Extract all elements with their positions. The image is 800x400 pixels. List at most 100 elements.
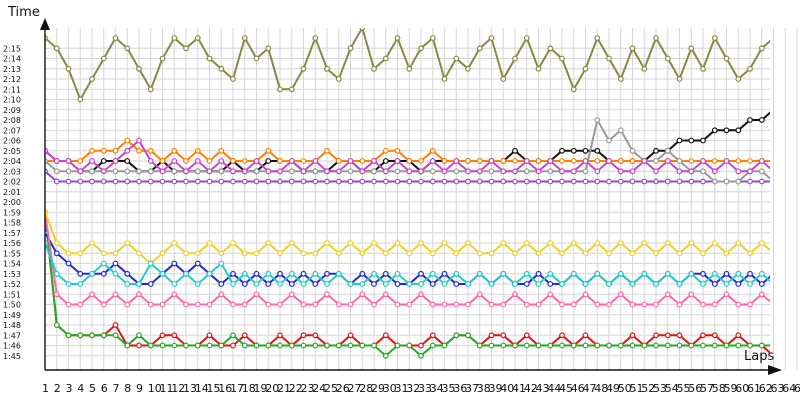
data-point: [136, 332, 142, 339]
data-point: [136, 250, 142, 257]
data-point: [653, 158, 659, 164]
data-point: [171, 168, 178, 175]
data-point: [441, 76, 448, 82]
data-point: [547, 240, 554, 246]
data-point: [594, 168, 601, 175]
data-point: [112, 332, 119, 339]
data-point: [617, 270, 624, 277]
data-point: [347, 178, 354, 185]
data-point: [441, 342, 448, 349]
data-point: [183, 342, 189, 349]
data-point: [735, 158, 742, 164]
data-point: [453, 168, 460, 175]
data-point: [89, 76, 95, 82]
data-point: [277, 158, 283, 164]
data-point: [171, 332, 178, 339]
y-tick-label: 1:54: [3, 260, 21, 269]
data-point: [300, 270, 307, 277]
data-point: [171, 281, 178, 287]
data-point: [241, 35, 248, 41]
data-point: [418, 352, 424, 359]
data-point: [347, 240, 354, 246]
data-point: [194, 158, 201, 164]
data-point: [347, 158, 354, 164]
data-point: [77, 281, 84, 287]
data-point: [711, 281, 718, 287]
data-point: [194, 342, 201, 349]
data-point: [241, 332, 248, 339]
data-point: [159, 55, 166, 62]
data-point: [124, 178, 131, 185]
data-point: [523, 178, 530, 185]
data-point: [324, 270, 330, 277]
data-point: [629, 158, 636, 164]
data-point: [171, 158, 178, 164]
y-tick-label: 1:53: [3, 270, 21, 279]
data-point: [688, 178, 695, 185]
data-point: [124, 301, 131, 308]
data-point: [312, 250, 319, 257]
data-point: [688, 240, 695, 246]
x-tick-label: 16: [218, 382, 232, 395]
data-point: [159, 332, 166, 339]
data-point: [429, 178, 436, 185]
data-point: [218, 250, 225, 257]
data-point: [535, 158, 542, 164]
data-point: [112, 291, 119, 298]
data-point: [735, 332, 742, 339]
data-point: [700, 168, 706, 175]
data-point: [629, 168, 636, 175]
data-point: [394, 281, 401, 287]
data-point: [617, 178, 624, 185]
data-point: [112, 168, 119, 175]
x-tick-label: 9: [136, 382, 143, 395]
data-point: [594, 270, 601, 277]
data-point: [265, 301, 272, 308]
data-point: [723, 281, 730, 287]
data-point: [241, 301, 248, 308]
data-point: [700, 301, 706, 308]
series-11: [45, 28, 770, 103]
data-point: [382, 158, 389, 164]
data-point: [147, 178, 154, 185]
data-point: [535, 178, 542, 185]
data-point: [159, 270, 166, 277]
data-point: [371, 178, 377, 185]
data-point: [606, 137, 612, 144]
data-point: [124, 168, 131, 175]
data-point: [465, 168, 471, 175]
data-point: [617, 158, 624, 164]
data-point: [253, 250, 260, 257]
data-point: [206, 342, 213, 349]
data-point: [512, 55, 518, 62]
data-point: [300, 342, 307, 349]
data-point: [100, 158, 107, 164]
data-point: [335, 178, 342, 185]
data-point: [594, 301, 601, 308]
data-point: [335, 168, 342, 175]
data-point: [394, 240, 401, 246]
data-point: [277, 301, 283, 308]
data-point: [100, 147, 107, 154]
data-point: [300, 281, 307, 287]
data-point: [570, 270, 577, 277]
series-9: [45, 240, 770, 287]
data-point: [747, 342, 753, 349]
data-point: [218, 168, 225, 175]
data-point: [711, 127, 718, 134]
data-point: [653, 281, 659, 287]
data-point: [100, 270, 107, 277]
data-point: [641, 158, 648, 164]
data-point: [183, 178, 189, 185]
data-point: [641, 240, 648, 246]
data-point: [347, 342, 354, 349]
data-point: [629, 301, 636, 308]
data-point: [147, 260, 154, 267]
y-tick-label: 2:01: [3, 188, 21, 197]
data-point: [688, 270, 695, 277]
data-point: [183, 250, 189, 257]
data-point: [206, 168, 213, 175]
data-point: [89, 270, 95, 277]
x-tick-label: 45: [559, 382, 573, 395]
data-point: [500, 76, 507, 82]
